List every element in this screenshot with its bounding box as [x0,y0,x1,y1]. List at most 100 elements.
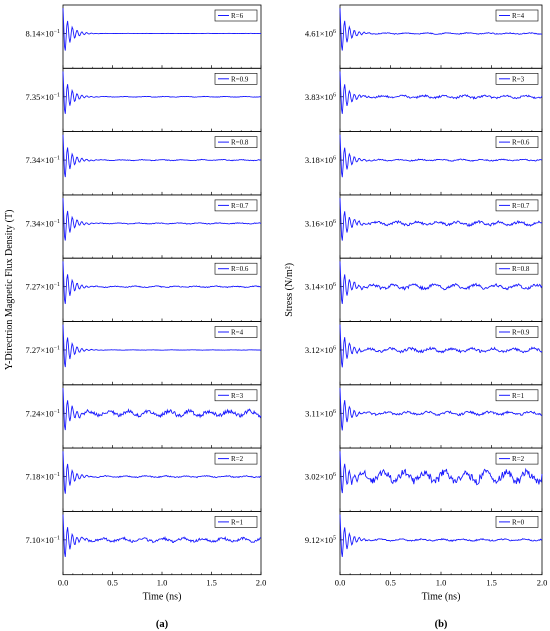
subplot-R=2: 3.02×106 R=2 [305,447,543,512]
x-tick-label: 2.0 [256,578,267,588]
x-tick-label: 1.0 [436,578,447,588]
y-axis-label: Y-Directrion Magnetic Flux Density (T) [4,210,15,371]
y-tick-label: 9.12×105 [305,535,336,545]
legend-R=1: R=1 [495,389,539,402]
series-line-R=3 [339,71,543,114]
y-tick-label: 8.14×10−1 [25,28,60,38]
legend-box [214,9,258,22]
legend-box [495,389,539,402]
x-tick-label: 0.5 [107,578,118,588]
series-line-R=0 [339,514,543,557]
subplot-R=3: 3.83×106 R=3 [305,67,543,133]
x-tick-label: 0.5 [385,578,396,588]
chart-panel-a: 8.14×10−1 R=6 7.35×10−1 R=0.9 7.34×10−1 R=0.8… [4,4,267,630]
x-tick-label: 0.0 [335,578,346,588]
legend-box [495,326,539,338]
legend-box [214,389,258,402]
y-tick-label: 7.35×10−1 [25,92,60,102]
chart-panel-b: 4.61×106 R=4 3.83×106 R=3 3.18×106 R=0.6 3.16×… [284,4,548,630]
subplot-R=4: 7.27×10−1 R=4 [25,321,262,386]
legend-box [214,326,258,338]
legend-box [214,199,258,212]
y-tick-label: 3.02×106 [305,472,336,482]
series-line-R=2 [339,451,543,494]
legend-R=0.8: R=0.8 [214,136,258,148]
legend-label: R=0.7 [231,202,249,210]
legend-box [495,73,539,85]
y-tick-label: 7.27×10−1 [25,345,60,355]
legend-label: R=4 [231,329,244,337]
legend-label: R=1 [512,392,525,400]
y-tick-label: 3.16×106 [305,218,336,228]
series-line-R=4 [339,8,543,51]
y-tick-label: 7.34×10−1 [25,155,60,165]
series-line-R=0.8 [62,134,262,178]
subplot-R=0.7: 3.16×106 R=0.7 [305,194,543,259]
y-tick-label: 7.10×10−1 [25,535,60,545]
subplot-R=3: 7.24×10−1 R=3 [25,384,262,449]
series-line-R=3 [62,387,262,431]
legend-box [495,452,539,465]
legend-label: R=0.8 [512,265,530,273]
subplot-R=0.7: 7.34×10−1 R=0.7 [25,194,262,259]
legend-label: R=0.9 [231,75,249,83]
series-line-R=0.7 [339,198,543,241]
legend-label: R=2 [512,455,525,463]
subplot-R=0.8: 7.34×10−1 R=0.8 [25,131,262,196]
panel-label: (b) [435,619,448,630]
x-axis-label: Time (ns) [143,592,182,603]
subplot-R=4: 4.61×106 R=4 [305,4,543,69]
y-tick-label: 3.12×106 [305,345,336,355]
legend-box [214,73,258,85]
legend-label: R=4 [512,12,525,20]
legend-label: R=0.8 [231,139,249,147]
legend-label: R=3 [231,392,244,400]
panel-label: (a) [156,619,169,630]
legend-label: R=2 [231,455,244,463]
x-tick-label: 0.0 [58,578,69,588]
legend-box [214,262,258,275]
subplot-R=0.6: 3.18×106 R=0.6 [305,131,543,196]
legend-box [495,262,539,275]
y-tick-label: 4.61×106 [305,28,336,38]
legend-box [495,199,539,212]
y-tick-label: 7.34×10−1 [25,218,60,228]
subplot-R=0.9: 3.12×106 R=0.9 [305,321,543,386]
series-line-R=0.7 [62,198,261,241]
series-line-R=6 [62,8,261,51]
legend-R=3: R=3 [214,389,258,402]
legend-box [495,136,539,148]
legend-label: R=0.6 [231,265,249,273]
subplot-R=0.9: 7.35×10−1 R=0.9 [25,67,262,133]
legend-box [214,516,258,528]
legend-R=6: R=6 [214,9,258,22]
legend-label: R=3 [512,75,525,83]
legend-label: R=1 [231,518,244,526]
subplot-R=6: 8.14×10−1 R=6 [25,4,262,69]
legend-R=0.6: R=0.6 [214,262,258,275]
legend-label: R=6 [231,12,244,20]
x-tick-label: 1.5 [206,578,217,588]
series-line-R=2 [62,451,262,494]
series-line-R=0.8 [339,261,543,304]
legend-box [214,136,258,148]
legend-box [495,516,539,528]
subplot-R=1: 7.10×10−1 R=1 [25,510,262,576]
y-tick-label: 3.11×106 [305,408,336,418]
subplot-R=1: 3.11×106 R=1 [305,384,543,449]
x-tick-label: 2.0 [537,578,548,588]
legend-box [495,9,539,22]
legend-R=4: R=4 [214,326,258,338]
series-line-R=4 [62,324,262,368]
legend-R=2: R=2 [214,452,258,465]
legend-R=3: R=3 [495,73,539,85]
y-tick-label: 7.24×10−1 [25,408,60,418]
y-tick-label: 7.18×10−1 [25,472,60,482]
legend-label: R=0.6 [512,139,530,147]
subplot-R=0.8: 3.14×106 R=0.8 [305,257,543,322]
legend-label: R=0 [512,518,525,526]
y-tick-label: 7.27×10−1 [25,282,60,292]
legend-R=0.7: R=0.7 [214,199,258,212]
subplot-R=0.6: 7.27×10−1 R=0.6 [25,257,262,322]
series-line-R=0.9 [339,324,543,368]
